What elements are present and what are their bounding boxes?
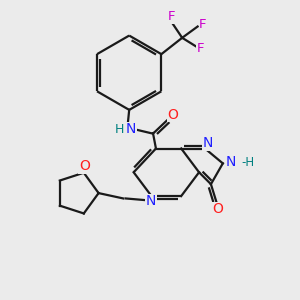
Text: N: N: [203, 136, 213, 150]
Text: H: H: [115, 123, 124, 136]
Text: F: F: [199, 18, 207, 31]
Text: O: O: [79, 159, 90, 173]
Text: F: F: [197, 42, 205, 55]
Text: N: N: [226, 155, 236, 169]
Text: N: N: [146, 194, 156, 208]
Text: O: O: [167, 108, 178, 122]
Text: N: N: [125, 122, 136, 136]
Text: F: F: [168, 11, 176, 23]
Text: -H: -H: [241, 156, 254, 169]
Text: O: O: [212, 202, 223, 216]
